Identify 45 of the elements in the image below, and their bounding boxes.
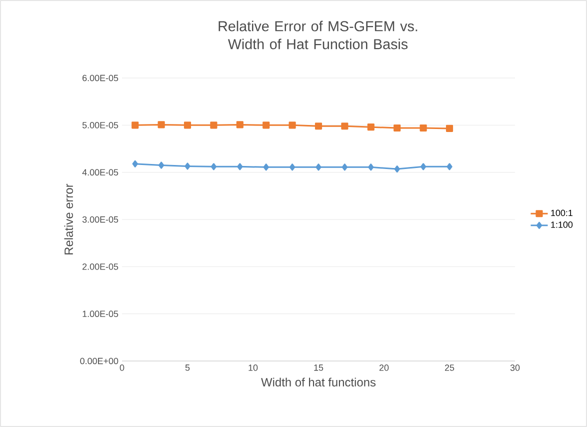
point	[341, 122, 348, 130]
y-tick-label: 0.00E+00	[80, 358, 118, 364]
y-tick-label: 1.00E-05	[82, 310, 118, 318]
point	[184, 122, 192, 129]
point	[314, 122, 322, 130]
point	[289, 164, 296, 171]
point	[158, 162, 164, 169]
chart-title: Relative Error of MS-GFEM vs. Width of Hat Function Basis	[218, 20, 418, 50]
x-axis-title: Width of hat functions	[261, 378, 376, 386]
point	[394, 124, 401, 132]
x-tick-label: 30	[510, 364, 520, 371]
point	[446, 163, 452, 170]
point	[132, 122, 139, 129]
point	[210, 163, 217, 170]
point	[262, 122, 270, 129]
x-tick-label: 15	[314, 364, 324, 371]
y-tick-label: 5.00E-05	[82, 122, 118, 128]
point	[420, 163, 426, 170]
point	[237, 163, 243, 170]
x-tick-label: 20	[379, 364, 389, 371]
point	[288, 122, 296, 129]
point	[316, 164, 322, 171]
x-tick-label: 25	[444, 364, 454, 371]
point	[394, 165, 400, 173]
legend-label: 1:100	[551, 221, 573, 228]
point	[236, 121, 244, 128]
point	[184, 162, 190, 170]
y-axis-title: Relative error	[64, 184, 73, 254]
point	[367, 124, 374, 131]
point	[210, 122, 218, 129]
y-tick-label: 6.00E-05	[82, 74, 118, 82]
point	[342, 164, 348, 171]
point	[158, 121, 165, 128]
legend-label: 100:1	[551, 210, 572, 216]
y-tick-label: 3.00E-05	[82, 216, 118, 223]
x-tick-label: 0	[120, 364, 124, 371]
point	[420, 124, 427, 132]
x-tick-label: 5	[185, 364, 190, 371]
point	[368, 164, 374, 171]
y-tick-label: 2.00E-05	[82, 263, 118, 270]
y-tick-label: 4.00E-05	[82, 169, 118, 176]
x-tick-label: 10	[248, 364, 258, 371]
point	[263, 164, 269, 171]
point	[132, 160, 138, 168]
point	[446, 124, 454, 132]
